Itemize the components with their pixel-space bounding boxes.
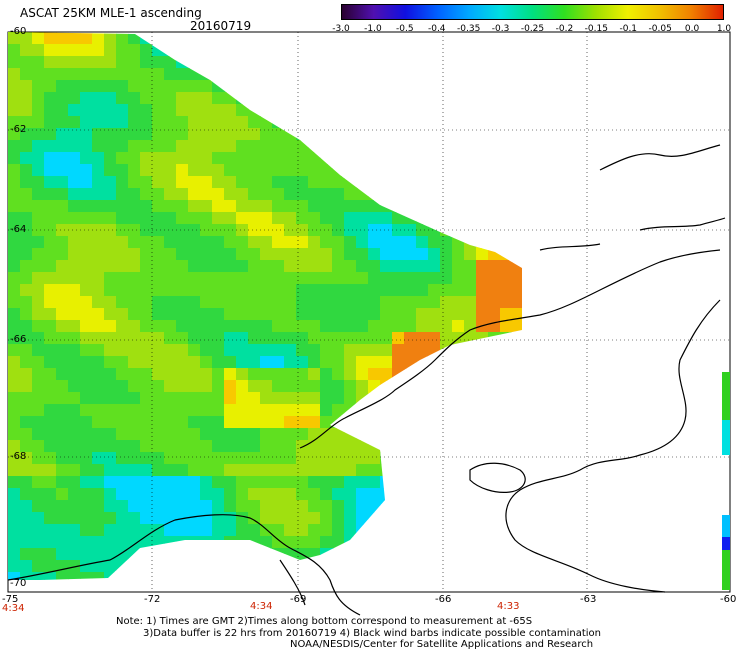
colorbar-tick-label: -0.5 bbox=[396, 24, 414, 34]
note-line-1: Note: 1) Times are GMT 2)Times along bot… bbox=[116, 616, 533, 627]
note-line-3: NOAA/NESDIS/Center for Satellite Applica… bbox=[290, 639, 594, 650]
lat-label: -60 bbox=[10, 26, 27, 37]
colorbar-tick-label: -0.35 bbox=[457, 24, 481, 34]
lat-label: -64 bbox=[10, 224, 27, 235]
lon-label: -60 bbox=[720, 594, 737, 605]
time-label: 4:33 bbox=[497, 601, 520, 612]
colorbar-tick-label: -0.15 bbox=[584, 24, 608, 34]
map-date: 20160719 bbox=[190, 19, 252, 33]
colorbar-tick-label: -3.0 bbox=[332, 24, 350, 34]
colorbar-tick-label: -0.25 bbox=[520, 24, 545, 34]
colorbar-tick-label: -0.2 bbox=[555, 24, 574, 34]
map-title: ASCAT 25KM MLE-1 ascending bbox=[20, 6, 202, 20]
colorbar-tick-label: -0.3 bbox=[491, 24, 510, 34]
lat-label: -62 bbox=[10, 124, 27, 135]
lon-label: -69 bbox=[290, 594, 307, 605]
lon-label: -72 bbox=[144, 594, 161, 605]
lat-label: -66 bbox=[10, 334, 27, 345]
lat-label: -68 bbox=[10, 451, 27, 462]
lat-label: -70 bbox=[10, 578, 27, 589]
colorbar bbox=[341, 4, 724, 20]
colorbar-tick-label: 1.0 bbox=[716, 24, 732, 34]
lon-label: -63 bbox=[580, 594, 597, 605]
colorbar-tick-label: -0.1 bbox=[619, 24, 638, 34]
colorbar-tick-label: -1.0 bbox=[364, 24, 382, 34]
colorbar-tick-label: -0.4 bbox=[427, 24, 446, 34]
graticule bbox=[8, 32, 730, 592]
note-line-2: 3)Data buffer is 22 hrs from 20160719 4)… bbox=[143, 628, 601, 639]
time-label: 4:34 bbox=[250, 601, 273, 612]
lon-label: -66 bbox=[435, 594, 452, 605]
lon-label: -75 bbox=[2, 594, 19, 605]
coastline bbox=[7, 144, 726, 616]
time-label: 4:34 bbox=[2, 603, 25, 614]
colorbar-tick-label: -0.05 bbox=[648, 24, 672, 34]
edge-strip bbox=[722, 372, 730, 590]
colorbar-tick-label: 0.0 bbox=[684, 24, 700, 34]
